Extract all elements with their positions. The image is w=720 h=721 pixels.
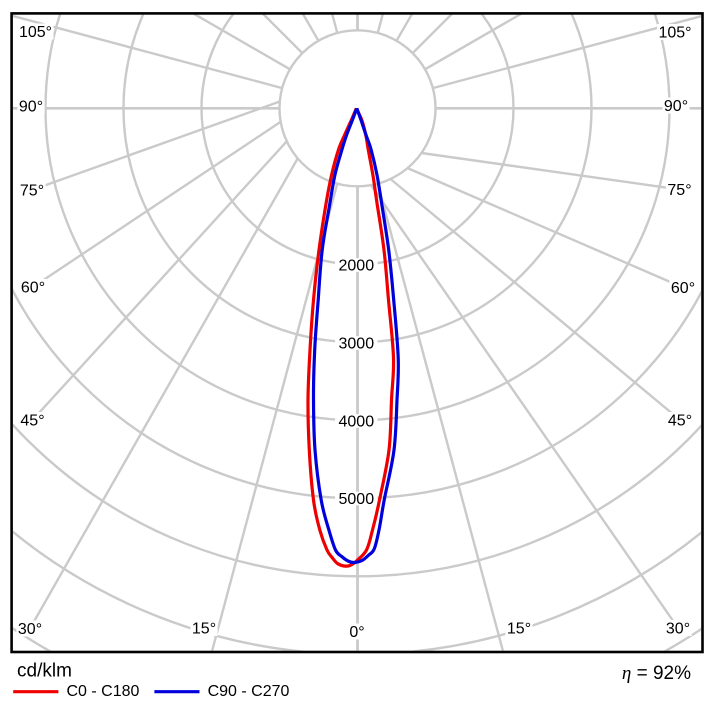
svg-text:75°: 75° [20, 183, 44, 200]
svg-text:105°: 105° [19, 24, 52, 41]
svg-text:60°: 60° [21, 280, 45, 297]
svg-text:3000: 3000 [339, 336, 375, 353]
svg-text:η = 92%: η = 92% [622, 663, 691, 684]
svg-text:30°: 30° [18, 621, 42, 638]
svg-text:cd/klm: cd/klm [17, 660, 72, 681]
svg-text:15°: 15° [507, 621, 531, 638]
svg-text:90°: 90° [19, 99, 43, 116]
svg-text:45°: 45° [20, 413, 44, 430]
svg-text:4000: 4000 [339, 414, 375, 431]
svg-text:15°: 15° [192, 621, 216, 638]
svg-text:105°: 105° [658, 25, 691, 42]
svg-text:0°: 0° [349, 624, 364, 641]
svg-text:30°: 30° [666, 621, 690, 638]
svg-text:60°: 60° [671, 280, 695, 297]
svg-text:75°: 75° [667, 182, 691, 199]
svg-text:C0 - C180: C0 - C180 [67, 683, 140, 700]
svg-text:5000: 5000 [339, 491, 375, 508]
svg-text:2000: 2000 [339, 258, 375, 275]
svg-text:90°: 90° [664, 98, 688, 115]
svg-text:45°: 45° [668, 413, 692, 430]
svg-text:C90 - C270: C90 - C270 [208, 683, 290, 700]
